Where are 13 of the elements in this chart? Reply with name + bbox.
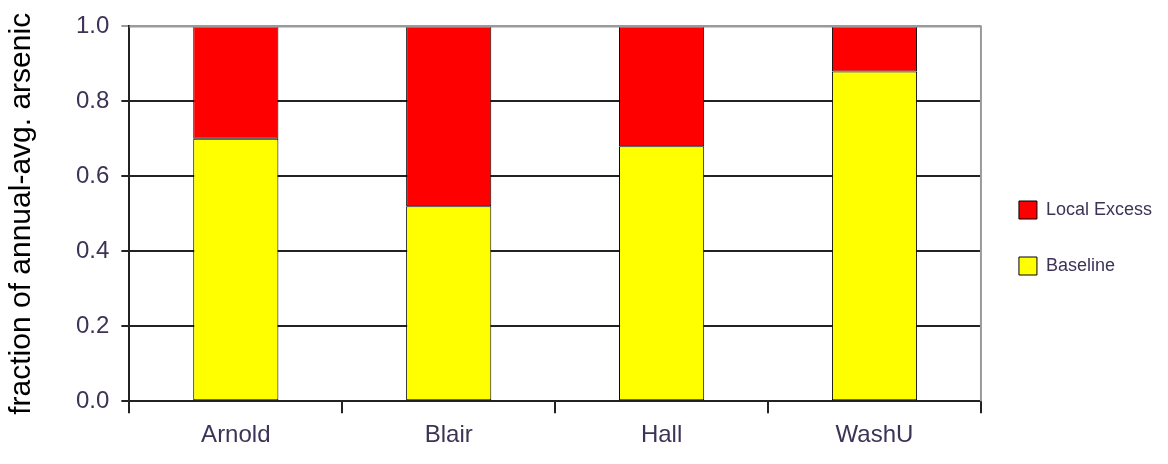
- x-tick-label: Hall: [640, 420, 683, 448]
- y-tick-label: 0.0: [75, 385, 110, 413]
- y-tick-label: 1.0: [75, 11, 110, 39]
- x-tick-label: WashU: [835, 420, 914, 448]
- legend-label: Local Excess: [1045, 198, 1153, 219]
- y-tick-label: 0.4: [75, 235, 110, 263]
- legend-label: Baseline: [1045, 254, 1115, 275]
- y-tick-label: 0.2: [75, 310, 110, 338]
- x-tick-label: Arnold: [201, 420, 271, 448]
- y-tick-label: 0.6: [75, 160, 110, 188]
- x-tick-label: Blair: [424, 420, 473, 448]
- y-tick-label: 0.8: [75, 85, 110, 113]
- y-axis-title: fraction of annual-avg. arsenic: [3, 12, 37, 415]
